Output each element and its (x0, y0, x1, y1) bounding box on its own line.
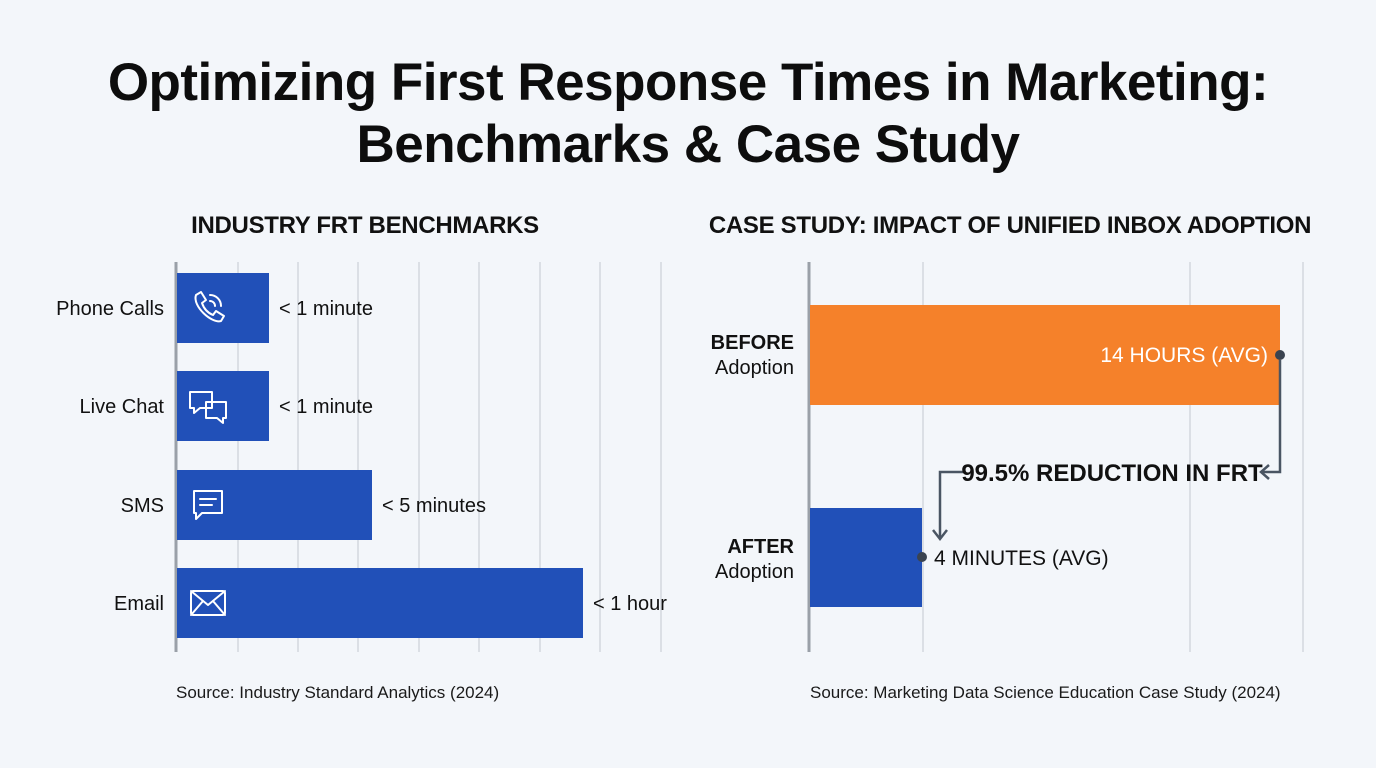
reduction-connector-right (1262, 360, 1282, 474)
after-data-label: 4 MINUTES (AVG) (934, 547, 1109, 570)
chat-icon (189, 391, 227, 424)
reduction-annotation: 99.5% REDUCTION IN FRT (961, 460, 1263, 487)
left-category-label: Live Chat (80, 396, 165, 418)
left-bar (177, 371, 269, 441)
after-marker (917, 552, 927, 562)
left-data-label: < 1 minute (279, 298, 373, 320)
phone-icon (194, 291, 225, 323)
email-icon (190, 590, 226, 616)
before-category-label: BEFORE (711, 332, 794, 354)
left-bar (177, 273, 269, 343)
left-chart-title: INDUSTRY FRT BENCHMARKS (191, 212, 539, 239)
left-category-label: Email (114, 593, 164, 615)
reduction-arrowhead-right (1259, 464, 1270, 480)
after-category-sublabel: Adoption (715, 561, 794, 583)
left-data-label: < 1 minute (279, 396, 373, 418)
after-category-label: AFTER (727, 536, 794, 558)
page-title-line-1: Optimizing First Response Times in Marke… (107, 53, 1269, 112)
before-marker (1275, 350, 1285, 360)
sms-icon (193, 490, 223, 520)
left-category-label: Phone Calls (56, 298, 164, 320)
after-bar (810, 508, 922, 607)
page-title-line-2: Benchmarks & Case Study (356, 115, 1020, 174)
page-title: Optimizing First Response Times in Marke… (0, 52, 1376, 176)
left-category-label: SMS (121, 495, 164, 517)
right-chart-source: Source: Marketing Data Science Education… (810, 683, 1281, 702)
before-category-sublabel: Adoption (715, 357, 794, 379)
left-chart-source: Source: Industry Standard Analytics (202… (176, 683, 500, 702)
before-data-label: 14 HOURS (AVG) (1100, 344, 1268, 367)
reduction-arrowhead-left (932, 529, 948, 542)
left-bar (177, 568, 583, 638)
reduction-connector-left (938, 470, 965, 538)
before-bar (810, 305, 1280, 405)
left-data-label: < 1 hour (593, 593, 667, 615)
right-chart-title: CASE STUDY: IMPACT OF UNIFIED INBOX ADOP… (708, 212, 1312, 239)
left-data-label: < 5 minutes (382, 495, 486, 517)
